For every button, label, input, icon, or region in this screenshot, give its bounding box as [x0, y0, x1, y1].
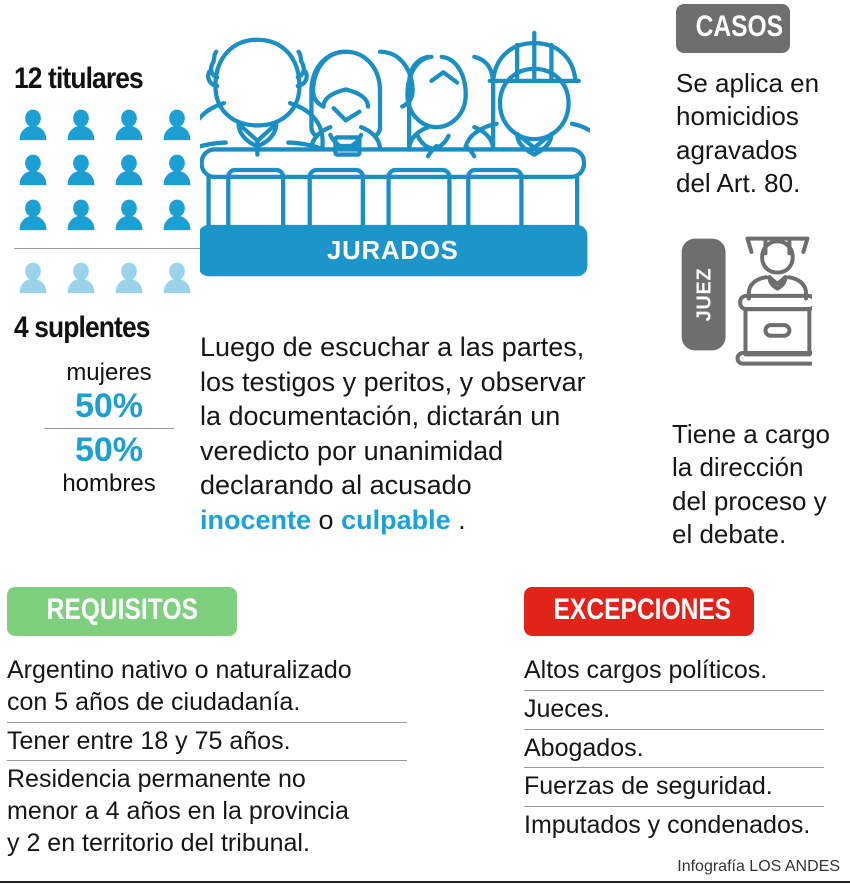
svg-text:JUEZ: JUEZ	[693, 268, 715, 322]
svg-text:JURADOS: JURADOS	[327, 237, 459, 265]
